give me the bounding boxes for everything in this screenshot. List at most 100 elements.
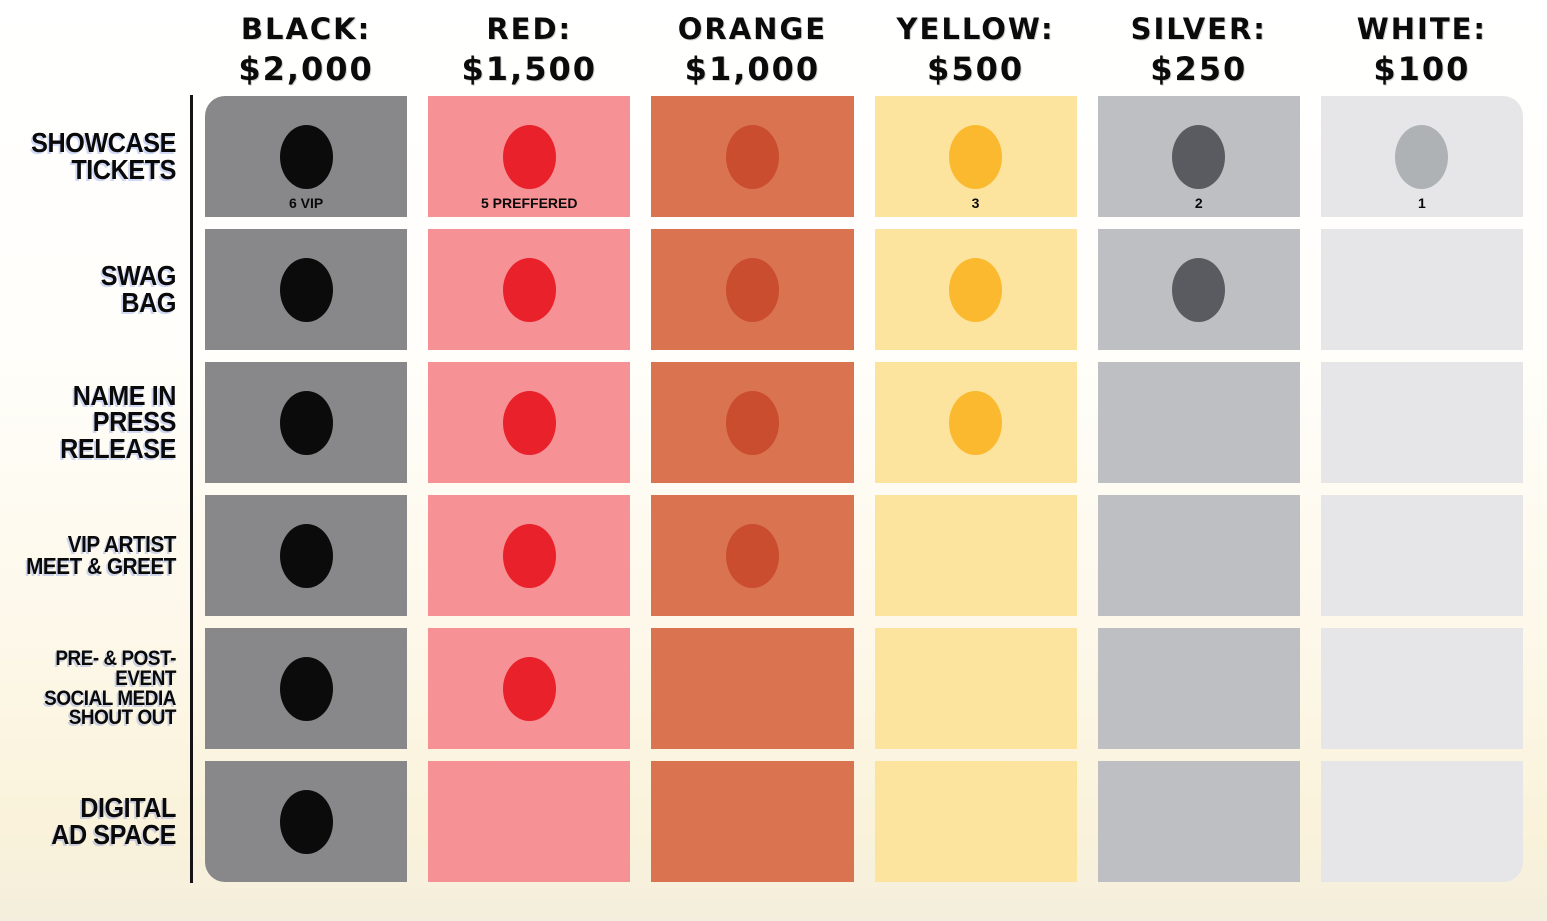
- matrix-cell: [428, 495, 631, 616]
- matrix-cell: [205, 495, 408, 616]
- matrix-cell: [1320, 229, 1523, 350]
- benefit-label-digital-ad-space: DIGITAL AD SPACE: [18, 761, 176, 882]
- benefit-label-line: SWAG: [100, 260, 177, 292]
- tier-name: SILVER:: [1130, 12, 1267, 46]
- tier-header-black: BLACK: $2,000: [205, 12, 407, 89]
- benefit-label-name-in-press-release: NAME IN PRESS RELEASE: [18, 362, 176, 483]
- benefit-label-showcase-tickets: SHOWCASE TICKETS: [18, 96, 176, 217]
- matrix-cell: [428, 362, 631, 483]
- tier-price: $1,500: [461, 50, 597, 89]
- included-dot: [1395, 124, 1449, 189]
- included-dot: [725, 390, 779, 455]
- ticket-count-label: 6 VIP: [288, 195, 324, 211]
- benefit-label-line: PRESS: [92, 406, 177, 438]
- benefit-matrix-grid: 6 VIP 5 PREFFERED 3 2 1: [205, 96, 1523, 882]
- benefit-label-line: TICKETS: [71, 153, 176, 185]
- benefit-row-labels: SHOWCASE TICKETS SWAG BAG NAME IN PRESS RELEAS…: [0, 96, 176, 882]
- matrix-cell: 3: [874, 96, 1077, 217]
- axis-line: [190, 95, 193, 883]
- tier-header-white: WHITE: $100: [1321, 12, 1523, 89]
- benefit-label-line: RELEASE: [60, 432, 177, 464]
- matrix-cell: [874, 761, 1077, 882]
- included-dot: [279, 390, 333, 455]
- included-dot: [725, 124, 779, 189]
- tier-price: $2,000: [238, 50, 374, 89]
- included-dot: [279, 257, 333, 322]
- matrix-cell: [205, 628, 408, 749]
- matrix-cell: [1097, 229, 1300, 350]
- tier-header-red: RED: $1,500: [428, 12, 630, 89]
- benefit-label-line: NAME IN: [72, 380, 177, 412]
- included-dot: [279, 656, 333, 721]
- matrix-cell: [651, 96, 854, 217]
- matrix-cell: [1320, 362, 1523, 483]
- matrix-cell: 2: [1097, 96, 1300, 217]
- tier-name: RED:: [486, 12, 573, 46]
- benefit-label-line: VIP ARTIST: [67, 530, 177, 557]
- ticket-count-label: 5 PREFFERED: [481, 195, 578, 211]
- matrix-cell: [651, 761, 854, 882]
- matrix-cell: [205, 761, 408, 882]
- included-dot: [279, 789, 333, 854]
- ticket-count-label: 3: [971, 195, 980, 211]
- included-dot: [949, 124, 1003, 189]
- matrix-cell: [1097, 761, 1300, 882]
- tier-price: $1,000: [684, 50, 821, 89]
- matrix-cell: [205, 229, 408, 350]
- tier-header-orange: ORANGE $1,000: [651, 12, 853, 89]
- tier-header-silver: SILVER: $250: [1098, 12, 1300, 89]
- matrix-cell: 6 VIP: [205, 96, 408, 217]
- included-dot: [725, 257, 779, 322]
- tier-name: ORANGE: [677, 12, 828, 46]
- benefit-label-line: PRE- & POST-: [55, 647, 176, 671]
- matrix-cell: 5 PREFFERED: [428, 96, 631, 217]
- benefit-label-line: EVENT: [115, 666, 176, 690]
- matrix-cell: [428, 229, 631, 350]
- included-dot: [502, 656, 556, 721]
- included-dot: [502, 257, 556, 322]
- matrix-cell: [1097, 362, 1300, 483]
- included-dot: [725, 523, 779, 588]
- tier-price: $500: [927, 50, 1025, 89]
- matrix-cell: [874, 495, 1077, 616]
- benefit-label-line: AD SPACE: [51, 818, 177, 850]
- matrix-cell: [651, 229, 854, 350]
- included-dot: [502, 523, 556, 588]
- matrix-cell: [1097, 628, 1300, 749]
- matrix-cell: [874, 229, 1077, 350]
- matrix-cell: [651, 362, 854, 483]
- ticket-count-label: 1: [1418, 195, 1426, 211]
- matrix-cell: [428, 761, 631, 882]
- included-dot: [1172, 124, 1226, 189]
- benefit-label-vip-artist-meet-greet: VIP ARTIST MEET & GREET: [18, 495, 176, 616]
- tier-name: WHITE:: [1356, 12, 1488, 46]
- included-dot: [949, 390, 1003, 455]
- included-dot: [279, 523, 333, 588]
- matrix-cell: [1097, 495, 1300, 616]
- ticket-count-label: 2: [1194, 195, 1203, 211]
- benefit-label-line: SHOWCASE: [31, 127, 176, 159]
- tier-price: $100: [1373, 50, 1471, 89]
- included-dot: [1172, 257, 1226, 322]
- included-dot: [279, 124, 333, 189]
- included-dot: [502, 390, 556, 455]
- benefit-label-line: DIGITAL: [80, 792, 176, 824]
- benefit-label-swag-bag: SWAG BAG: [18, 229, 177, 350]
- benefit-label-line: BAG: [121, 286, 176, 318]
- tier-name: BLACK:: [240, 12, 372, 46]
- benefit-label-social-media-shout-out: PRE- & POST- EVENT SOCIAL MEDIA SHOUT OUT: [18, 628, 176, 749]
- matrix-cell: 1: [1320, 96, 1523, 217]
- matrix-cell: [1320, 761, 1523, 882]
- tier-header-yellow: YELLOW: $500: [875, 12, 1077, 89]
- benefit-label-line: SHOUT OUT: [68, 706, 177, 730]
- matrix-cell: [651, 495, 854, 616]
- benefit-label-line: SOCIAL MEDIA: [44, 686, 176, 710]
- included-dot: [502, 124, 556, 189]
- included-dot: [949, 257, 1003, 322]
- tier-price: $250: [1150, 50, 1248, 89]
- matrix-cell: [1320, 628, 1523, 749]
- column-headers: BLACK: $2,000 RED: $1,500 ORANGE $1,000 YELLOW…: [205, 12, 1523, 89]
- tier-name: YELLOW:: [896, 12, 1055, 46]
- matrix-cell: [874, 628, 1077, 749]
